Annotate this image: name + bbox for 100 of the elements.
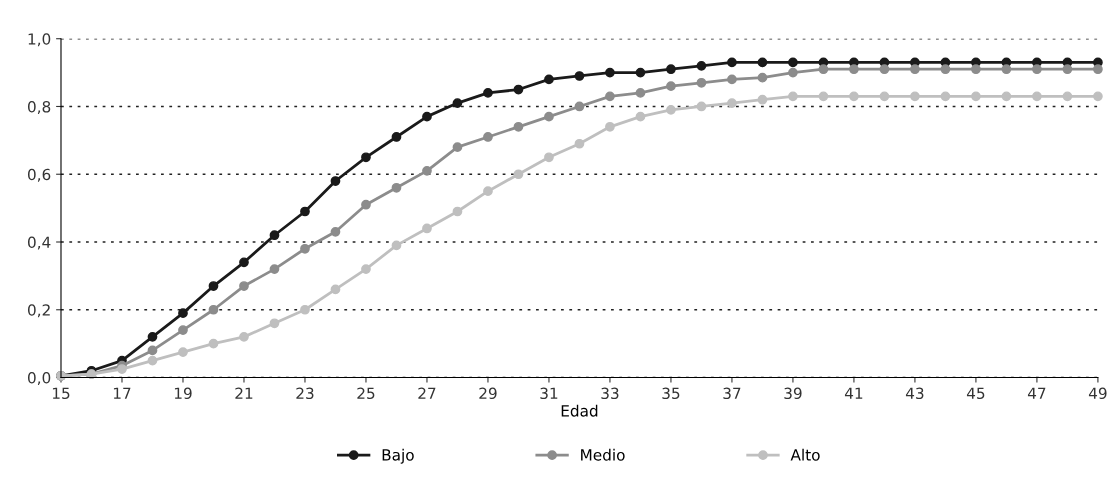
point [147, 332, 158, 342]
x-tick-label: 41 [844, 387, 863, 399]
point [330, 176, 341, 186]
y-tick-label: 0,2 [27, 304, 50, 318]
point [788, 67, 798, 78]
point [727, 98, 737, 108]
point [544, 74, 554, 85]
point [605, 121, 615, 132]
point [361, 199, 371, 210]
point [483, 186, 493, 197]
point [818, 64, 829, 75]
point [940, 64, 951, 75]
point [422, 111, 432, 122]
point [1032, 91, 1042, 102]
x-tick-label: 17 [113, 387, 131, 399]
point [452, 206, 463, 217]
point [269, 264, 280, 274]
point [574, 138, 585, 149]
point [330, 226, 341, 237]
y-tick-label: 0,8 [27, 100, 51, 115]
point [1062, 91, 1073, 102]
point [239, 257, 249, 268]
point [391, 182, 402, 193]
point [330, 284, 341, 295]
point [727, 57, 737, 68]
point [269, 318, 280, 329]
point [635, 67, 646, 78]
point [544, 111, 554, 122]
x-tick-label: 37 [723, 387, 741, 400]
point [757, 72, 768, 83]
point [849, 64, 859, 75]
point [300, 304, 310, 315]
x-axis-title: Edad [561, 404, 598, 417]
point [1001, 91, 1012, 102]
point [940, 91, 951, 102]
point [1093, 91, 1103, 102]
point [879, 64, 890, 75]
y-tick-label: 0,0 [27, 371, 51, 386]
x-tick-label: 39 [784, 387, 802, 400]
point [391, 240, 402, 251]
point [666, 64, 676, 75]
x-tick-label: 21 [235, 387, 253, 399]
point [361, 152, 371, 163]
x-tick-label: 45 [966, 387, 985, 400]
point [788, 91, 798, 102]
point [300, 243, 310, 254]
point [208, 338, 219, 349]
x-tick-label: 31 [540, 387, 558, 400]
point [239, 332, 249, 342]
point [422, 223, 432, 234]
point [879, 91, 890, 102]
legend-label: Bajo [382, 448, 414, 464]
x-tick-label: 25 [357, 387, 375, 400]
point [483, 88, 493, 98]
point [696, 101, 707, 112]
point [1032, 64, 1042, 75]
point [1001, 64, 1012, 75]
point [757, 94, 768, 105]
point [208, 281, 219, 291]
y-tick-label: 1,0 [28, 33, 51, 47]
point [910, 91, 920, 102]
point [574, 101, 585, 112]
point [971, 91, 981, 102]
point [300, 206, 310, 217]
point [971, 64, 981, 75]
point [635, 111, 646, 122]
point [239, 281, 249, 291]
y-tick-label: 0,4 [27, 236, 51, 250]
point [635, 88, 646, 98]
point [178, 325, 188, 335]
x-tick-label: 23 [296, 387, 314, 400]
x-tick-label: 47 [1027, 387, 1046, 399]
point [910, 64, 920, 75]
point [757, 57, 768, 68]
point [727, 74, 737, 85]
y-tick-label: 0,6 [27, 168, 51, 182]
point [1062, 64, 1073, 75]
point [513, 84, 524, 95]
x-tick-label: 35 [662, 387, 680, 400]
legend-label: Alto [790, 448, 820, 461]
point [544, 152, 554, 163]
x-tick-label: 27 [418, 387, 436, 399]
x-tick-label: 19 [174, 387, 192, 400]
point [178, 308, 188, 319]
x-tick-label: 29 [479, 387, 497, 400]
point [696, 60, 707, 71]
point [666, 81, 676, 92]
point [208, 304, 219, 315]
point [666, 105, 676, 115]
point [513, 121, 524, 132]
point [849, 91, 859, 102]
x-tick-label: 43 [905, 387, 924, 400]
point [452, 142, 463, 152]
point [269, 230, 280, 241]
point [788, 57, 798, 68]
point [147, 355, 158, 366]
point [178, 347, 188, 357]
x-tick-label: 33 [601, 387, 619, 400]
x-tick-label: 15 [52, 387, 70, 400]
point [361, 264, 371, 274]
